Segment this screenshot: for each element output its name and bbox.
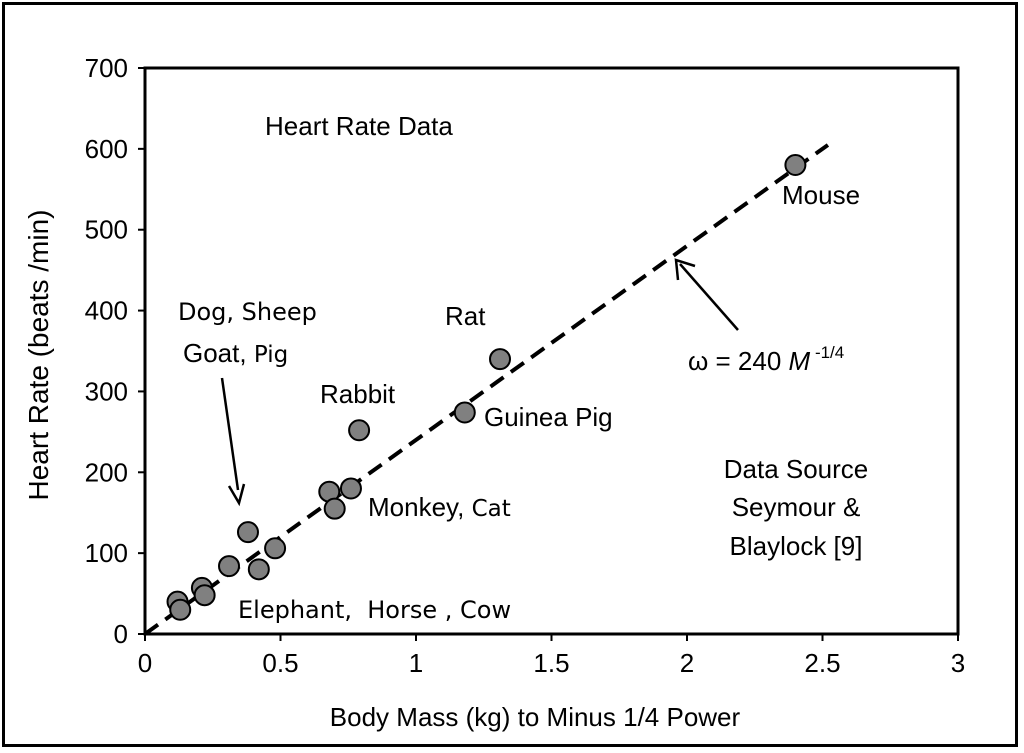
label-monkey: Monkey, Cat [368,492,511,522]
label-elephant-horse-cow: Elephant, Horse , Cow [238,596,511,624]
y-tick-label: 700 [85,53,128,83]
y-tick-label: 0 [114,619,128,649]
y-axis-label: Heart Rate (beats /min) [23,210,54,501]
equation-base: ω = 240 [688,346,789,376]
equation-exp: -1/4 [810,343,844,362]
label-goat: Goat, Pig [183,338,288,368]
data-point [339,477,362,500]
label-cat: Cat [472,496,511,522]
data-point [784,154,807,177]
arrow-dog-sheep [220,377,246,507]
data-point [348,419,371,442]
fit-line [143,143,830,636]
label-pig: Pig [254,342,288,368]
data-point [453,401,476,424]
fit-equation: ω = 240 M -1/4 [688,343,844,376]
arrow-equation [674,258,739,331]
x-tick-label: 2 [680,648,694,678]
x-tick-label: 3 [951,648,965,678]
x-axis-label: Body Mass (kg) to Minus 1/4 Power [330,702,741,732]
y-tick-label: 600 [85,134,128,164]
x-tick-label: 1 [409,648,423,678]
label-guinea-pig: Guinea Pig [484,402,613,432]
label-rabbit: Rabbit [320,379,396,409]
label-rat: Rat [445,301,486,331]
x-tick-label: 0 [138,648,152,678]
equation-var: M [789,346,811,376]
x-tick-label: 2.5 [804,648,840,678]
data-point [193,584,216,607]
data-point [247,558,270,581]
source-line-2: Seymour & [732,492,861,522]
y-tick-label: 300 [85,376,128,406]
data-point [236,521,259,544]
data-point [218,555,241,578]
label-monkey-text: Monkey, [368,492,464,522]
label-dog-sheep: Dog, Sheep [178,298,317,326]
label-mouse: Mouse [782,180,860,210]
source-line-1: Data Source [724,454,869,484]
label-goat-text: Goat, [183,338,247,368]
source-line-3: Blaylock [9] [730,531,863,561]
data-points [166,154,807,621]
y-tick-label: 100 [85,538,128,568]
data-point [264,537,287,560]
data-point [169,598,192,621]
x-tick-label: 1.5 [533,648,569,678]
y-tick-label: 500 [85,215,128,245]
y-tick-label: 200 [85,457,128,487]
chart-title: Heart Rate Data [265,111,453,141]
data-point [489,348,512,371]
y-tick-label: 400 [85,296,128,326]
x-tick-label: 0.5 [262,648,298,678]
axis-ticks: 0 0.5 1 1.5 2 2.5 3 0 100 200 300 400 500 600 700 [85,53,966,678]
data-point [323,497,346,520]
